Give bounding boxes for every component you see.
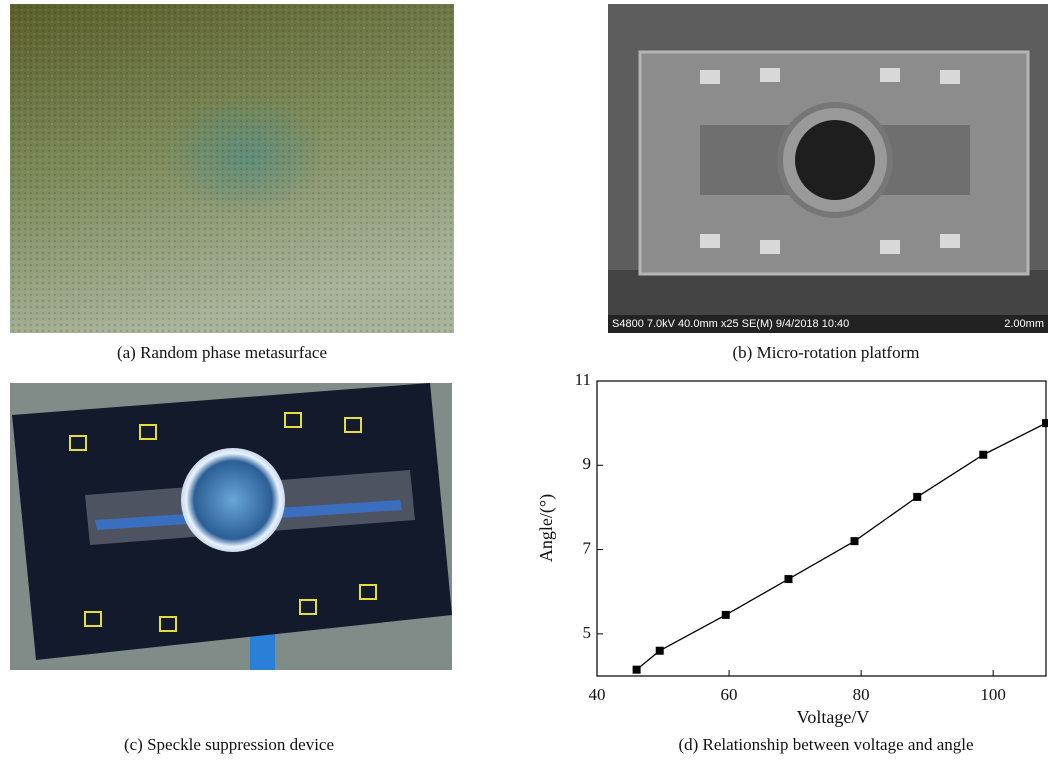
y-tick-label: 9 bbox=[583, 454, 592, 473]
data-line bbox=[637, 423, 1046, 670]
x-axis-label: Voltage/V bbox=[797, 707, 870, 727]
device-photo bbox=[10, 383, 452, 670]
data-point bbox=[913, 493, 921, 501]
x-tick-label: 100 bbox=[980, 685, 1006, 704]
figure: S4800 7.0kV 40.0mm x25 SE(M) 9/4/2018 10… bbox=[0, 0, 1048, 761]
y-tick-label: 5 bbox=[583, 623, 592, 642]
y-tick-label: 7 bbox=[583, 538, 592, 557]
data-point bbox=[1042, 419, 1048, 427]
plot-frame bbox=[597, 381, 1046, 676]
data-point bbox=[851, 537, 859, 545]
sem-info: S4800 7.0kV 40.0mm x25 SE(M) 9/4/2018 10… bbox=[612, 318, 849, 330]
data-point bbox=[722, 611, 730, 619]
data-point bbox=[633, 666, 641, 674]
sem-scale: 2.00mm bbox=[1004, 318, 1044, 330]
data-point bbox=[656, 647, 664, 655]
x-tick-label: 40 bbox=[589, 685, 606, 704]
caption: (a) Random phase metasurface bbox=[117, 343, 327, 362]
data-point bbox=[979, 451, 987, 459]
data-point bbox=[784, 575, 792, 583]
x-tick-label: 80 bbox=[853, 685, 870, 704]
caption: (d) Relationship between voltage and ang… bbox=[678, 735, 973, 754]
caption: (c) Speckle suppression device bbox=[124, 735, 334, 754]
x-tick-label: 60 bbox=[721, 685, 738, 704]
y-tick-label: 11 bbox=[575, 370, 591, 389]
sem-photo: S4800 7.0kV 40.0mm x25 SE(M) 9/4/2018 10… bbox=[608, 4, 1048, 333]
caption: (b) Micro-rotation platform bbox=[733, 343, 920, 362]
y-axis-label: Angle/(°) bbox=[536, 494, 557, 562]
metasurface-photo bbox=[10, 4, 454, 333]
